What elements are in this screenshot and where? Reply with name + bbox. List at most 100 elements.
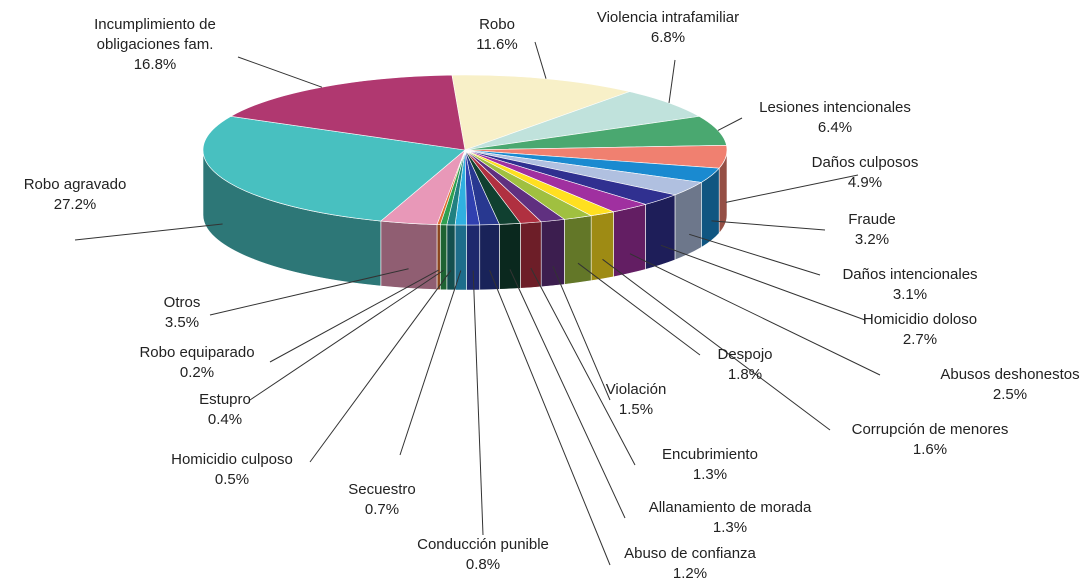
leader-line (472, 270, 484, 536)
leader-line (629, 253, 881, 376)
data-label: Conducción punible 0.8% (417, 535, 549, 575)
data-label: Abuso de confianza 1.2% (624, 544, 756, 584)
data-label: Corrupción de menores 1.6% (852, 420, 1009, 460)
data-label: Fraude 3.2% (848, 210, 896, 250)
leader-line (237, 56, 323, 88)
label-text: Homicidio doloso (862, 311, 978, 328)
label-text: 0.2% (179, 364, 215, 381)
leader-line (602, 258, 831, 431)
label-text: 2.7% (902, 331, 938, 348)
slice-side (613, 203, 646, 278)
data-label: Lesiones intencionales 6.4% (759, 98, 911, 138)
leader-line (509, 269, 626, 519)
leader-line (269, 269, 439, 363)
label-text: Otros (163, 294, 201, 311)
label-text: 0.4% (207, 411, 243, 428)
label-text: 0.8% (465, 556, 501, 573)
data-label: Robo 11.6% (476, 15, 517, 55)
label-text: 3.2% (854, 231, 890, 248)
slice-side (540, 219, 565, 288)
label-text: Robo agravado (23, 176, 127, 193)
data-label: Daños culposos 4.9% (812, 153, 919, 193)
label-text: 0.5% (214, 471, 250, 488)
label-text: Robo (479, 16, 515, 33)
label-text: 4.9% (847, 174, 883, 191)
label-text: Homicidio culposo (171, 451, 293, 468)
data-label: Otros 3.5% (164, 293, 201, 333)
slice (202, 116, 466, 222)
label-text: 16.8% (133, 56, 177, 73)
leader-line (689, 233, 821, 276)
label-text: 1.3% (692, 466, 728, 483)
slice-side (479, 224, 500, 291)
slice-side (499, 222, 521, 290)
data-label: Encubrimiento 1.3% (662, 445, 758, 485)
label-text: Lesiones intencionales (759, 99, 911, 116)
label-text: 3.1% (892, 286, 928, 303)
label-text: 1.8% (727, 366, 763, 383)
label-text: Abusos deshonestos (940, 366, 1080, 383)
leader-line (717, 117, 743, 131)
leader-line (711, 220, 826, 231)
data-label: Despojo 1.8% (717, 345, 772, 385)
slice-side (645, 194, 676, 270)
label-text: Secuestro (348, 481, 416, 498)
leader-line (74, 223, 223, 241)
slice-side (590, 211, 614, 282)
leader-line (489, 269, 611, 566)
data-label: Violencia intrafamiliar 6.8% (597, 8, 739, 48)
leader-line (660, 244, 866, 321)
label-text: Incumplimiento de obligaciones fam. (94, 16, 216, 53)
label-text: 2.5% (992, 386, 1028, 403)
leader-line (249, 269, 444, 401)
data-label: Daños intencionales 3.1% (842, 265, 977, 305)
slice-side (380, 220, 438, 290)
label-text: Encubrimiento (662, 446, 758, 463)
slice (229, 74, 466, 151)
label-text: Daños intencionales (842, 266, 978, 283)
label-text: 11.6% (476, 36, 518, 53)
label-text: Corrupción de menores (851, 421, 1009, 438)
label-text: 27.2% (53, 196, 97, 213)
slice (464, 91, 701, 151)
label-text: Daños culposos (811, 154, 919, 171)
label-text: 1.2% (672, 565, 708, 582)
slice-side (674, 181, 702, 261)
label-text: Violencia intrafamiliar (596, 9, 740, 26)
label-text: 0.7% (364, 501, 400, 518)
label-text: Conducción punible (417, 536, 549, 553)
label-text: Violación (605, 381, 667, 398)
label-text: 1.6% (912, 441, 948, 458)
data-label: Robo agravado 27.2% (24, 175, 127, 215)
leader-line (552, 265, 611, 401)
slice-side (436, 224, 441, 290)
leader-line (530, 267, 636, 466)
label-text: Abuso de confianza (624, 545, 756, 562)
label-text: 1.5% (618, 401, 654, 418)
slice-side (454, 224, 467, 291)
data-label: Homicidio doloso 2.7% (863, 310, 977, 350)
leader-line (309, 270, 452, 463)
data-label: Homicidio culposo 0.5% (171, 450, 293, 490)
label-text: 6.8% (650, 29, 686, 46)
slice-side (564, 215, 592, 285)
label-text: 1.3% (712, 519, 748, 536)
data-label: Incumplimiento de obligaciones fam. 16.8% (65, 15, 245, 75)
leader-line (534, 41, 547, 79)
leader-line (209, 268, 409, 316)
data-label: Robo equiparado 0.2% (139, 343, 254, 383)
label-text: Allanamiento de morada (648, 499, 812, 516)
slice-side (446, 224, 456, 291)
data-label: Secuestro 0.7% (348, 480, 416, 520)
label-text: 6.4% (817, 119, 853, 136)
label-text: Fraude (848, 211, 896, 228)
leader-line (577, 262, 701, 356)
slice-side (520, 221, 542, 289)
leader-line (668, 59, 676, 104)
leader-line (725, 174, 859, 203)
label-text: Despojo (717, 346, 773, 363)
data-label: Abusos deshonestos 2.5% (940, 365, 1079, 405)
label-text: Estupro (199, 391, 251, 408)
slice (451, 74, 631, 151)
